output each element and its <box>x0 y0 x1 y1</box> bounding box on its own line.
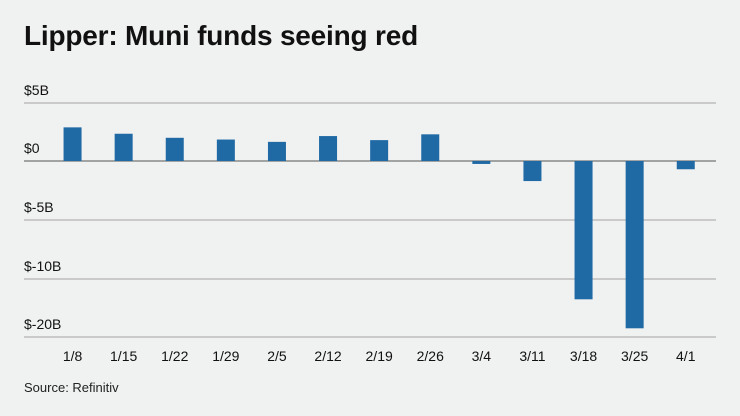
x-tick-label: 2/19 <box>366 348 393 364</box>
bar-1-22 <box>165 137 184 161</box>
y-tick-label: $-20B <box>24 316 61 332</box>
x-tick-label: 3/11 <box>519 348 545 364</box>
bar-1-8 <box>63 127 82 161</box>
bar-2-26 <box>421 134 440 161</box>
x-tick-label: 1/8 <box>63 348 83 364</box>
y-tick-label: $-10B <box>24 258 61 274</box>
bar-3-18 <box>574 161 593 300</box>
x-tick-label: 2/12 <box>314 348 341 364</box>
x-axis-ticks: 1/8 1/15 1/22 1/29 2/5 2/12 2/19 2/26 3/4 3/11 3/1… <box>63 348 696 364</box>
y-axis-ticks: $5B $0 $-5B $-10B $-20B <box>24 82 61 332</box>
source-note: Source: Refinitiv <box>24 380 119 395</box>
bar-2-19 <box>370 140 389 161</box>
bar-3-4 <box>472 161 491 164</box>
x-tick-label: 2/5 <box>267 348 287 364</box>
bars <box>63 127 695 329</box>
bar-2-12 <box>319 136 338 161</box>
x-tick-label: 3/18 <box>570 348 597 364</box>
bar-4-1 <box>676 161 695 170</box>
x-tick-label: 2/26 <box>417 348 444 364</box>
y-tick-label: $0 <box>24 140 40 156</box>
bar-1-15 <box>114 133 133 161</box>
bar-3-25 <box>625 161 644 329</box>
chart-title: Lipper: Muni funds seeing red <box>24 20 418 51</box>
x-tick-label: 4/1 <box>676 348 696 364</box>
bar-1-29 <box>216 139 235 161</box>
x-tick-label: 1/22 <box>161 348 188 364</box>
bar-2-5 <box>267 141 286 161</box>
bar-3-11 <box>523 161 542 182</box>
x-tick-label: 3/4 <box>472 348 492 364</box>
y-tick-label: $5B <box>24 82 49 98</box>
x-tick-label: 3/25 <box>621 348 648 364</box>
y-tick-label: $-5B <box>24 199 54 215</box>
x-tick-label: 1/29 <box>212 348 239 364</box>
gridlines <box>24 102 716 338</box>
x-tick-label: 1/15 <box>110 348 137 364</box>
